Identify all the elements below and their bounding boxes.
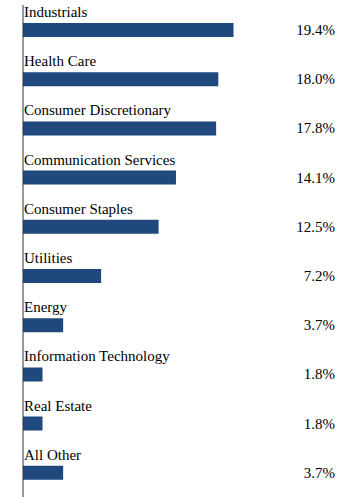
svg-text:3.7%: 3.7%: [304, 465, 335, 481]
svg-text:Communication Services: Communication Services: [24, 152, 175, 168]
svg-text:7.2%: 7.2%: [304, 268, 335, 284]
svg-text:19.4%: 19.4%: [296, 22, 335, 38]
svg-text:Real Estate: Real Estate: [24, 398, 92, 414]
svg-text:Utilities: Utilities: [24, 250, 72, 266]
svg-text:17.8%: 17.8%: [296, 120, 335, 136]
svg-text:12.5%: 12.5%: [296, 219, 335, 235]
svg-text:All Other: All Other: [24, 447, 81, 463]
svg-text:Industrials: Industrials: [24, 4, 87, 20]
svg-text:14.1%: 14.1%: [296, 170, 335, 186]
svg-text:18.0%: 18.0%: [296, 71, 335, 87]
svg-text:3.7%: 3.7%: [304, 317, 335, 333]
svg-text:1.8%: 1.8%: [304, 416, 335, 432]
svg-text:Energy: Energy: [24, 299, 68, 315]
svg-text:1.8%: 1.8%: [304, 366, 335, 382]
svg-text:Information Technology: Information Technology: [24, 348, 170, 364]
svg-text:Consumer Staples: Consumer Staples: [24, 201, 133, 217]
svg-text:Consumer Discretionary: Consumer Discretionary: [24, 102, 172, 118]
svg-text:Health Care: Health Care: [24, 53, 96, 69]
